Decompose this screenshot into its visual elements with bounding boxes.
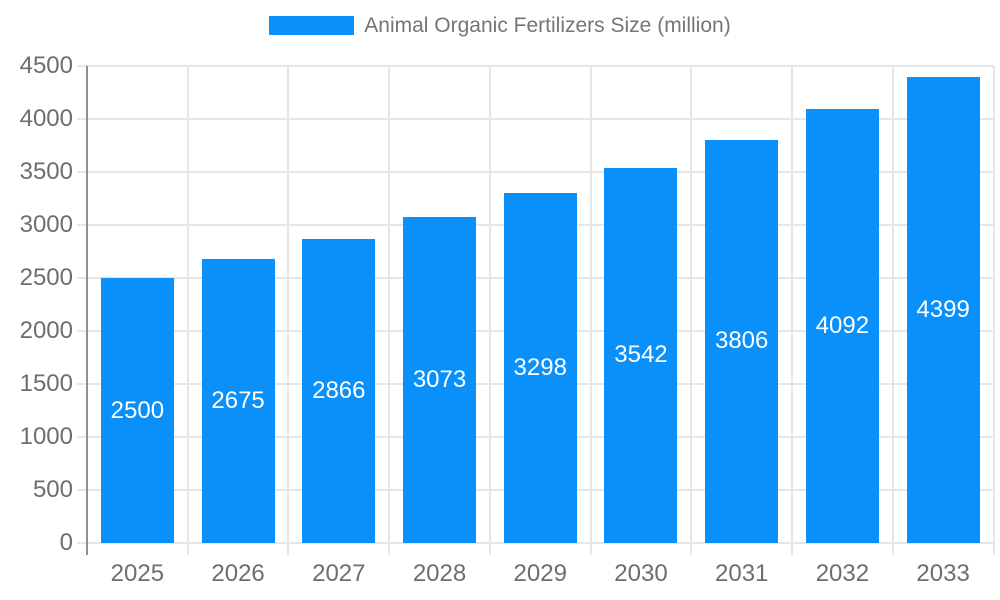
x-gridline — [287, 66, 290, 555]
bar: 2500 — [100, 278, 174, 543]
y-gridline — [77, 171, 994, 173]
x-gridline — [791, 66, 794, 555]
bar-value-label: 3806 — [714, 327, 769, 355]
x-gridline — [891, 66, 894, 555]
legend-label: Animal Organic Fertilizers Size (million… — [364, 14, 731, 37]
bar: 4092 — [805, 109, 879, 543]
y-axis-tick-label: 4500 — [19, 52, 73, 79]
bar: 3298 — [503, 193, 577, 543]
bar: 2866 — [302, 239, 376, 543]
y-axis-tick-label: 1000 — [19, 423, 73, 450]
x-gridline — [992, 66, 995, 555]
x-axis-tick-label: 2033 — [916, 560, 970, 587]
x-axis-tick-label: 2028 — [412, 560, 467, 587]
x-axis-tick-label: 2032 — [815, 560, 870, 587]
x-gridline — [388, 66, 391, 555]
x-axis-tick-label: 2027 — [312, 560, 366, 587]
y-gridline — [77, 118, 994, 120]
bar-value-label: 4399 — [916, 295, 970, 323]
x-axis-tick-label: 2029 — [513, 560, 567, 587]
x-gridline — [488, 66, 491, 555]
x-gridline — [690, 66, 693, 555]
bar: 3806 — [705, 139, 779, 543]
y-axis-tick-label: 1500 — [19, 370, 73, 397]
y-axis-tick-label: 0 — [59, 529, 73, 556]
x-gridline — [186, 66, 189, 555]
x-axis-tick-label: 2031 — [714, 560, 769, 587]
legend-item[interactable]: Animal Organic Fertilizers Size (million… — [269, 13, 731, 38]
bar-value-label: 3542 — [614, 341, 668, 369]
x-axis-tick-label: 2025 — [110, 560, 165, 587]
y-axis-tick-label: 2500 — [19, 264, 73, 291]
y-gridline — [77, 542, 994, 544]
bar: 3542 — [604, 167, 678, 543]
bar: 2675 — [201, 259, 275, 543]
y-axis-tick-label: 2000 — [19, 317, 73, 344]
y-axis-tick-label: 4000 — [19, 105, 73, 132]
bar-value-label: 4092 — [815, 312, 870, 340]
bar-value-label: 3073 — [412, 366, 467, 394]
x-axis-tick-label: 2026 — [211, 560, 265, 587]
bar-value-label: 2675 — [211, 387, 265, 415]
legend-color-swatch — [269, 16, 355, 36]
bar-value-label: 2866 — [312, 377, 366, 405]
y-axis-tick-label: 3000 — [19, 211, 73, 238]
bar-value-label: 2500 — [110, 396, 165, 424]
x-gridline — [589, 66, 592, 555]
chart-legend: Animal Organic Fertilizers Size (million… — [0, 13, 1000, 38]
x-axis-tick-label: 2030 — [614, 560, 668, 587]
y-axis-tick-label: 500 — [32, 476, 73, 503]
bar-value-label: 3298 — [513, 354, 567, 382]
bar: 3073 — [403, 217, 477, 543]
y-gridline — [77, 65, 994, 67]
bar: 4399 — [906, 76, 980, 543]
y-axis-line — [86, 66, 88, 555]
y-axis-tick-label: 3500 — [19, 158, 73, 185]
